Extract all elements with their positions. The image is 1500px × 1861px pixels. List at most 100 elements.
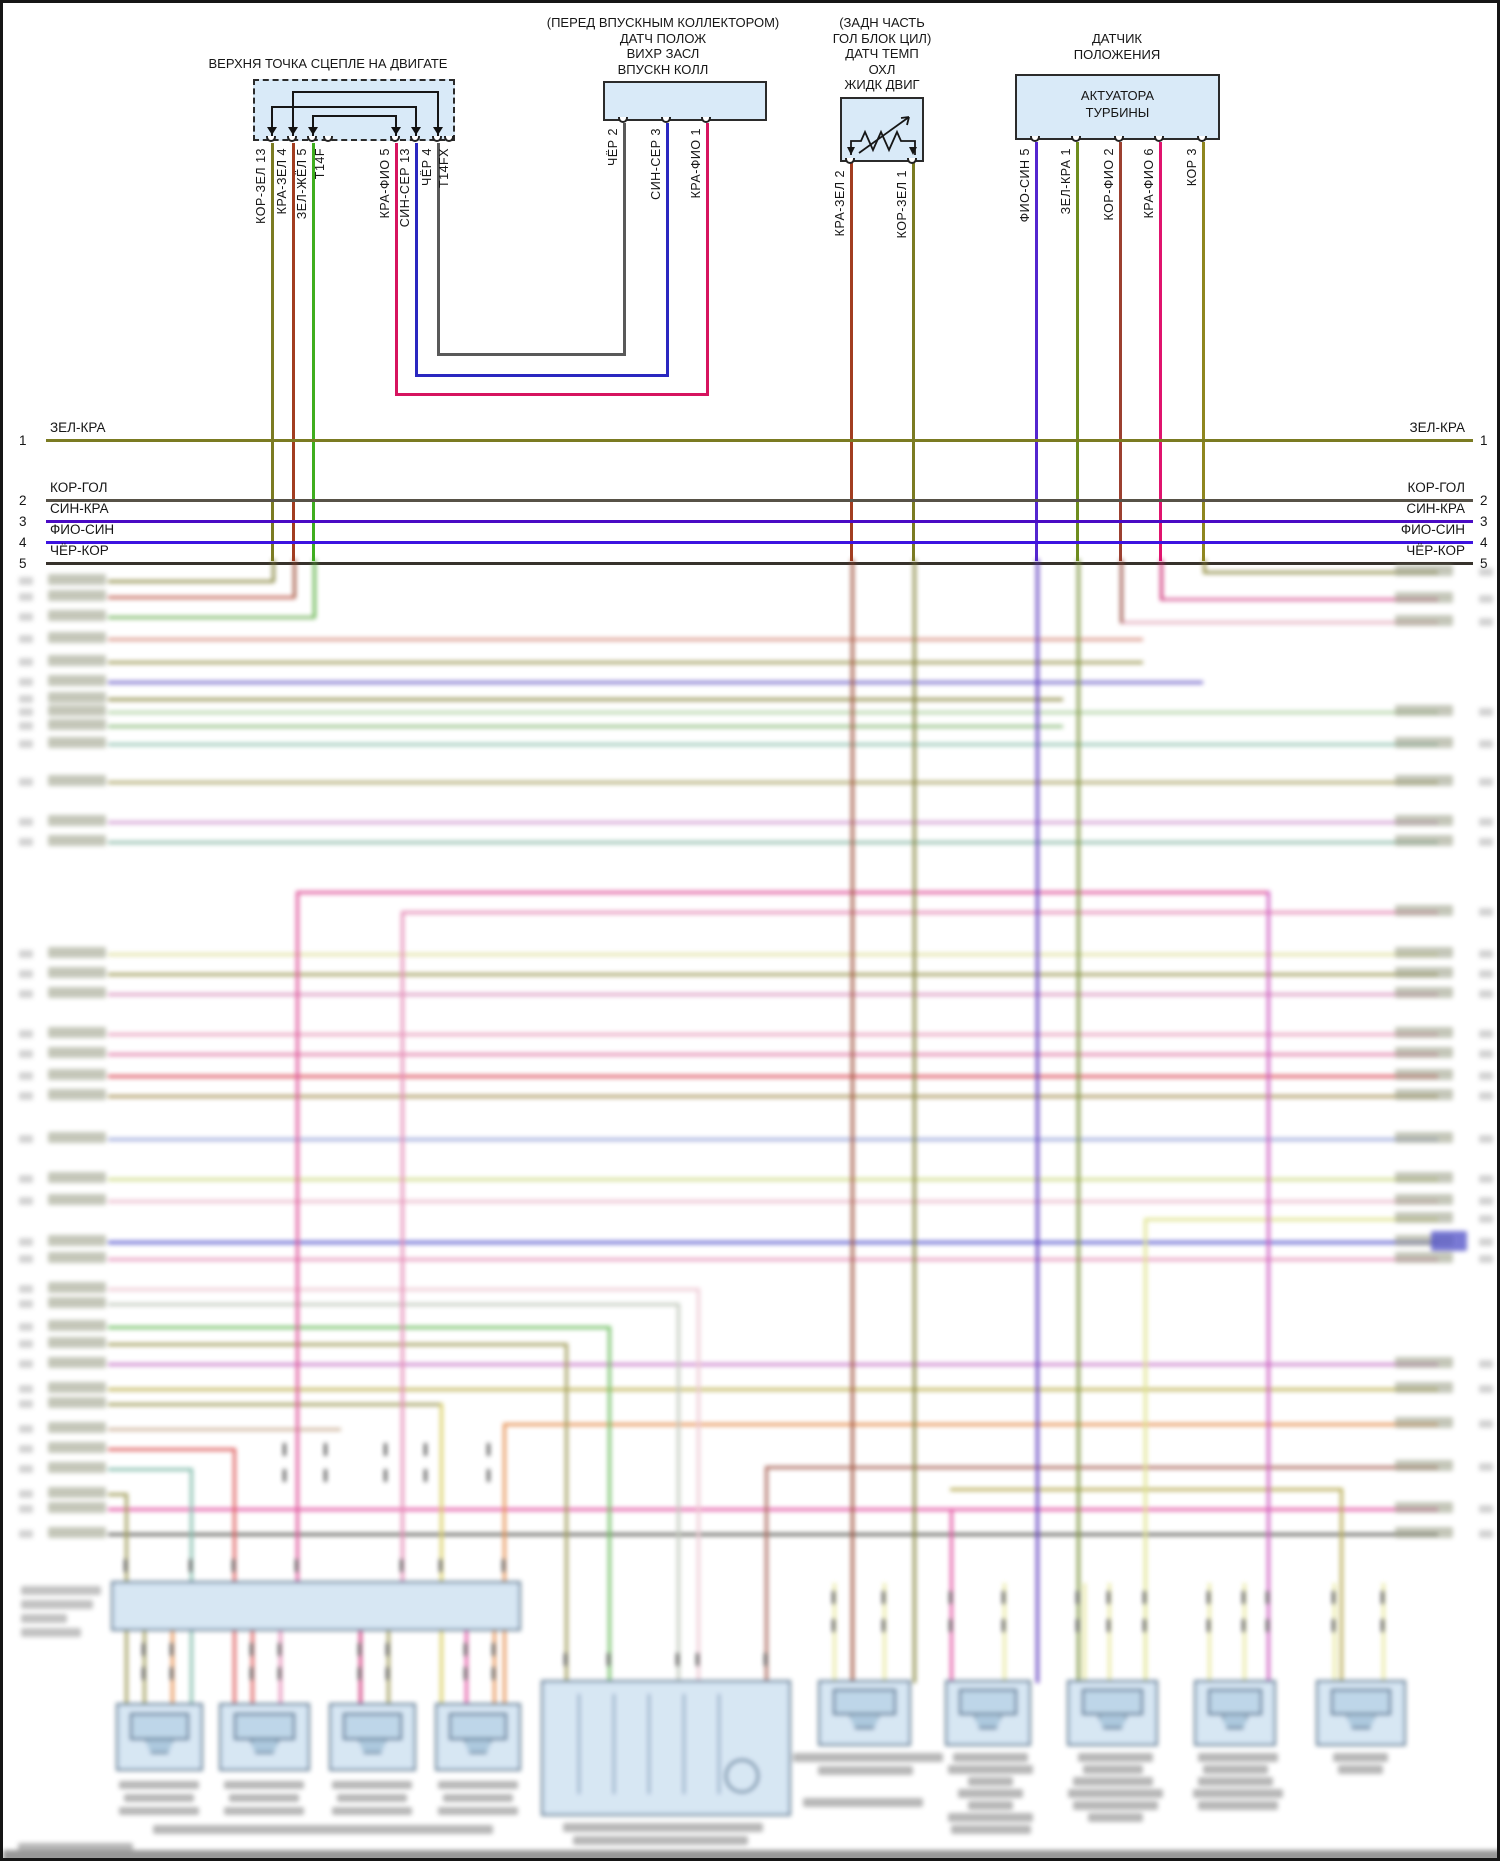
- plug-inner-shape: [130, 1712, 189, 1740]
- row-number-blob: [1479, 818, 1493, 826]
- coolant-sensor-box: [840, 97, 924, 162]
- wire-segment: [271, 106, 417, 108]
- text-blob: [803, 1798, 923, 1807]
- pin-pair-icon: [832, 1591, 835, 1604]
- label-blob: [1395, 1047, 1453, 1058]
- pin-socket-icon: [661, 117, 671, 123]
- blur-wire-vertical: [272, 559, 275, 582]
- label-blob: [48, 1047, 106, 1058]
- blur-wire-row: [108, 681, 1203, 684]
- row-number-blob: [19, 635, 33, 643]
- row-number-blob: [1479, 1050, 1493, 1058]
- plug-inner-shape: [1082, 1689, 1143, 1716]
- blur-wire-row: [108, 1200, 1438, 1203]
- label-blob: [48, 1297, 106, 1308]
- row-number-blob: [19, 678, 33, 686]
- bus-label: СИН-КРА: [1406, 501, 1465, 516]
- label-blob: [1395, 1382, 1453, 1393]
- label-blob: [1395, 815, 1453, 826]
- blur-wire-vertical: [1340, 1488, 1343, 1698]
- label-blob: [1395, 1212, 1453, 1223]
- row-number-blob: [19, 1175, 33, 1183]
- coolant-sensor-title-line: ГОЛ БЛОК ЦИЛ): [832, 30, 932, 46]
- bus-number: 4: [1480, 535, 1488, 550]
- connector-box: [945, 1680, 1031, 1746]
- row-number-blob: [1479, 708, 1493, 716]
- row-number-blob: [1479, 908, 1493, 916]
- connector-box: [1316, 1680, 1406, 1746]
- text-blob: [1193, 1789, 1283, 1798]
- wire-segment: [312, 115, 397, 117]
- row-number-blob: [19, 695, 33, 703]
- text-blob: [124, 1794, 194, 1802]
- text-blob: [1068, 1789, 1163, 1798]
- blur-wire-vertical: [313, 559, 316, 618]
- pin-pair-icon: [283, 1469, 286, 1482]
- pin-socket-icon: [701, 117, 711, 123]
- pin-pair-icon: [400, 1559, 403, 1572]
- thermistor-icon: [847, 116, 917, 155]
- text-blob: [1431, 1231, 1467, 1251]
- label-blob: [48, 1337, 106, 1348]
- blur-wire-row: [108, 781, 1438, 784]
- pin-pair-icon: [250, 1643, 253, 1656]
- wire-segment: [437, 143, 440, 356]
- text-blob: [119, 1781, 199, 1789]
- pin-pair-icon: [386, 1643, 389, 1656]
- bus-line: [46, 520, 1473, 523]
- row-number-blob: [19, 1490, 33, 1498]
- text-blob: [951, 1825, 1031, 1834]
- text-blob: [948, 1813, 1033, 1822]
- wire-segment: [395, 143, 398, 395]
- pin-pair-icon: [1266, 1591, 1269, 1604]
- pin-pair-icon: [1266, 1619, 1269, 1632]
- row-number-blob: [1479, 838, 1493, 846]
- row-number-blob: [1479, 970, 1493, 978]
- pin-pair-icon: [949, 1591, 952, 1604]
- label-blob: [48, 1487, 106, 1498]
- blur-wire-row: [108, 1428, 341, 1431]
- pin-pair-icon: [1242, 1591, 1245, 1604]
- pin-pair-icon: [283, 1443, 286, 1456]
- label-blob: [48, 1282, 106, 1293]
- clutch-block-box: [253, 79, 455, 141]
- blur-wire-row: [108, 638, 1143, 641]
- pin-socket-icon: [266, 136, 276, 142]
- blur-wire-vertical: [293, 559, 296, 598]
- bus-label: КОР-ГОЛ: [1407, 480, 1465, 495]
- pin-socket-icon: [307, 136, 317, 142]
- bus-label: КОР-ГОЛ: [50, 480, 108, 495]
- pin-pair-icon: [1242, 1619, 1245, 1632]
- text-blob: [21, 1628, 81, 1637]
- blur-wire-row: [108, 1075, 1438, 1078]
- plug-inner-shape: [234, 1712, 295, 1740]
- coolant-sensor-title-line: ЖИДК ДВИГ: [844, 77, 920, 92]
- pin-pair-icon: [278, 1667, 281, 1680]
- coolant-sensor-title: (ЗАДН ЧАСТЬ ГОЛ БЛОК ЦИЛ) ДАТЧ ТЕМП ОХЛ …: [812, 15, 952, 93]
- blur-wire-row: [108, 1178, 1438, 1181]
- blur-wire-vertical: [1120, 559, 1123, 623]
- text-blob: [1198, 1753, 1278, 1762]
- sharp-wiring-layer: КОР-ЗЕЛ 13 КРА-ЗЕЛ 4 ЗЕЛ-ЖЁЛ 5 T14F КРА-ФИО …: [3, 3, 1497, 1858]
- bus-line: [46, 541, 1473, 544]
- arrow-down-icon: [288, 127, 298, 135]
- row-number-blob: [1479, 1238, 1493, 1246]
- pin-pair-icon: [1381, 1619, 1384, 1632]
- wire-segment: [415, 106, 417, 139]
- label-blob: [48, 1442, 106, 1453]
- row-number-blob: [19, 950, 33, 958]
- text-blob: [953, 1753, 1028, 1762]
- coolant-sensor-title-line: (ЗАДН ЧАСТЬ: [839, 15, 925, 30]
- text-blob: [21, 1586, 101, 1595]
- blur-wire-row: [108, 1033, 1438, 1036]
- blur-wire-vertical: [765, 1466, 768, 1773]
- row-number-blob: [19, 818, 33, 826]
- blur-wire-vertical: [851, 559, 854, 1683]
- row-number-blob: [19, 740, 33, 748]
- blur-wire-row: [108, 1326, 610, 1329]
- text-blob: [958, 1789, 1023, 1798]
- wire-segment: [271, 143, 274, 561]
- blur-wire-row: [108, 743, 1438, 746]
- wire-segment: [292, 143, 295, 561]
- label-blob: [1395, 1172, 1453, 1183]
